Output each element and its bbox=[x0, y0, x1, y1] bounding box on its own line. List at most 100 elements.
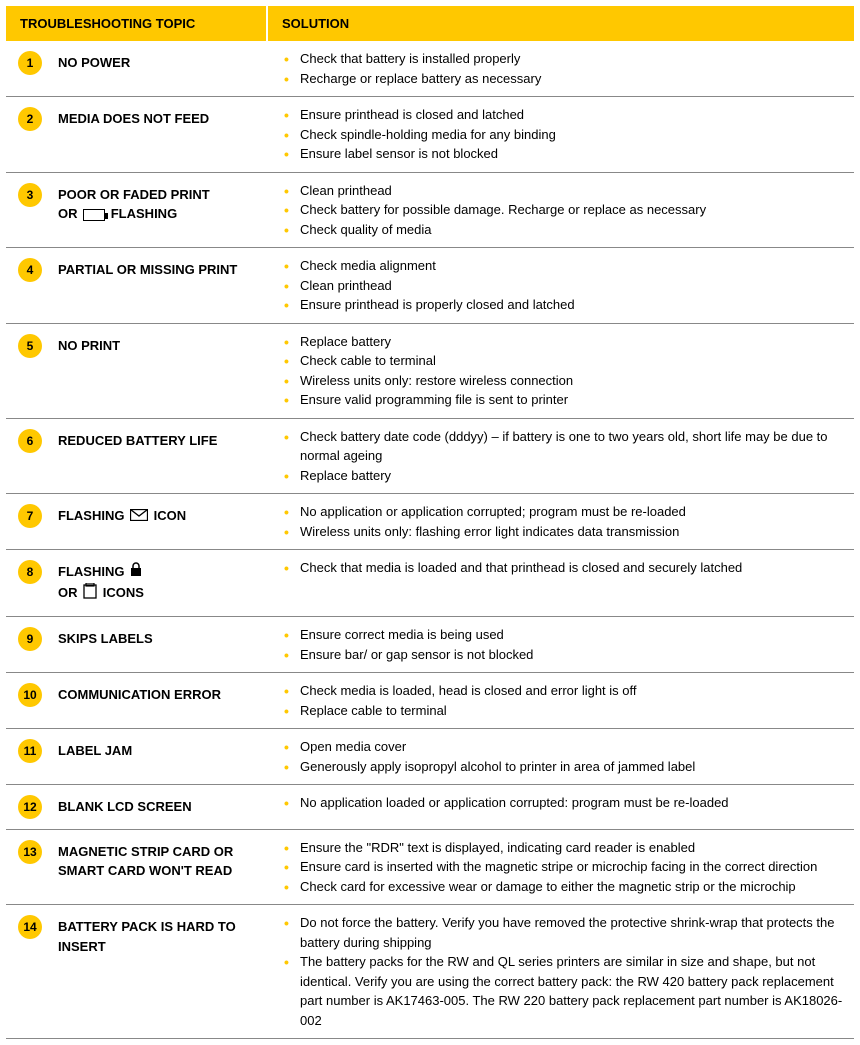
row-topic: FLASHING OR ICONS bbox=[54, 558, 268, 608]
solution-item: Do not force the battery. Verify you hav… bbox=[282, 913, 846, 952]
solution-item: Generously apply isopropyl alcohol to pr… bbox=[282, 757, 846, 777]
table-row: 14BATTERY PACK IS HARD TO INSERTDo not f… bbox=[6, 905, 854, 1039]
solution-item: No application loaded or application cor… bbox=[282, 793, 846, 813]
solution-item: Recharge or replace battery as necessary bbox=[282, 69, 846, 89]
solution-item: Clean printhead bbox=[282, 276, 846, 296]
row-topic: MEDIA DOES NOT FEED bbox=[54, 105, 268, 133]
row-number-cell: 10 bbox=[6, 681, 54, 707]
table-row: 13 MAGNETIC STRIP CARD OR SMART CARD WON'… bbox=[6, 830, 854, 906]
solution-item: Check media is loaded, head is closed an… bbox=[282, 681, 846, 701]
media-icon bbox=[83, 583, 97, 605]
table-row: 6 REDUCED BATTERY LIFE Check battery date … bbox=[6, 419, 854, 495]
row-number-cell: 8 bbox=[6, 558, 54, 584]
row-topic: BLANK LCD SCREEN bbox=[54, 793, 268, 821]
topic-text: LABEL JAM bbox=[58, 743, 132, 758]
row-number-badge: 6 bbox=[18, 429, 42, 453]
topic-text: NO PRINT bbox=[58, 338, 120, 353]
topic-text: NO POWER bbox=[58, 55, 130, 70]
solution-item: Replace battery bbox=[282, 466, 846, 486]
solution-item: Ensure valid programming file is sent to… bbox=[282, 390, 846, 410]
row-solutions: No application or application corrupted;… bbox=[268, 502, 854, 541]
row-number-cell: 7 bbox=[6, 502, 54, 528]
solution-item: Check quality of media bbox=[282, 220, 846, 240]
row-number-cell: 12 bbox=[6, 793, 54, 819]
row-number-cell: 13 bbox=[6, 838, 54, 864]
row-solutions: Check battery date code (dddyy) – if bat… bbox=[268, 427, 854, 486]
solution-item: Check battery for possible damage. Recha… bbox=[282, 200, 846, 220]
row-number-badge: 2 bbox=[18, 107, 42, 131]
table-row: 11LABEL JAMOpen media coverGenerously ap… bbox=[6, 729, 854, 785]
solution-item: Ensure printhead is closed and latched bbox=[282, 105, 846, 125]
solution-item: Check media alignment bbox=[282, 256, 846, 276]
row-solutions: Do not force the battery. Verify you hav… bbox=[268, 913, 854, 1030]
row-number-badge: 13 bbox=[18, 840, 42, 864]
row-topic: POOR OR FADED PRINTOR FLASHING bbox=[54, 181, 268, 228]
battery-icon bbox=[83, 209, 105, 221]
row-topic: COMMUNICATION ERROR bbox=[54, 681, 268, 709]
row-solutions: Check that battery is installed properly… bbox=[268, 49, 854, 88]
row-topic: NO POWER bbox=[54, 49, 268, 77]
solution-item: Open media cover bbox=[282, 737, 846, 757]
row-solutions: Ensure the "RDR" text is displayed, indi… bbox=[268, 838, 854, 897]
topic-text: COMMUNICATION ERROR bbox=[58, 687, 221, 702]
table-row: 4 PARTIAL OR MISSING PRINT Check media ali… bbox=[6, 248, 854, 324]
table-row: 12 BLANK LCD SCREEN No application loaded … bbox=[6, 785, 854, 830]
row-number-cell: 14 bbox=[6, 913, 54, 939]
row-number-badge: 1 bbox=[18, 51, 42, 75]
row-number-badge: 3 bbox=[18, 183, 42, 207]
row-topic: MAGNETIC STRIP CARD OR SMART CARD WON'T … bbox=[54, 838, 268, 885]
table-row: 9 SKIPS LABELS Ensure correct media is bei… bbox=[6, 617, 854, 673]
troubleshooting-table: TROUBLESHOOTING TOPIC SOLUTION 1NO POWER… bbox=[6, 6, 854, 1039]
solution-item: Ensure label sensor is not blocked bbox=[282, 144, 846, 164]
topic-text: MAGNETIC STRIP CARD OR SMART CARD WON'T … bbox=[58, 844, 233, 879]
row-solutions: Clean printheadCheck battery for possibl… bbox=[268, 181, 854, 240]
header-solution: SOLUTION bbox=[268, 6, 854, 41]
table-row: 1 NO POWER Check that battery is installed… bbox=[6, 41, 854, 97]
solution-item: Ensure printhead is properly closed and … bbox=[282, 295, 846, 315]
solution-item: Check that media is loaded and that prin… bbox=[282, 558, 846, 578]
row-topic: FLASHING ICON bbox=[54, 502, 268, 530]
table-row: 7FLASHING ICONNo application or applicat… bbox=[6, 494, 854, 550]
row-number-badge: 8 bbox=[18, 560, 42, 584]
row-solutions: Open media coverGenerously apply isoprop… bbox=[268, 737, 854, 776]
topic-text: PARTIAL OR MISSING PRINT bbox=[58, 262, 237, 277]
topic-text: ICONS bbox=[99, 585, 144, 600]
topic-text: OR bbox=[58, 585, 81, 600]
row-number-cell: 3 bbox=[6, 181, 54, 207]
table-row: 10 COMMUNICATION ERROR Check media is load… bbox=[6, 673, 854, 729]
solution-item: Check cable to terminal bbox=[282, 351, 846, 371]
table-row: 2 MEDIA DOES NOT FEED Ensure printhead is … bbox=[6, 97, 854, 173]
solution-item: Wireless units only: flashing error ligh… bbox=[282, 522, 846, 542]
topic-text: REDUCED BATTERY LIFE bbox=[58, 433, 217, 448]
row-number-badge: 9 bbox=[18, 627, 42, 651]
row-solutions: No application loaded or application cor… bbox=[268, 793, 854, 813]
row-number-cell: 5 bbox=[6, 332, 54, 358]
row-number-cell: 4 bbox=[6, 256, 54, 282]
row-number-badge: 4 bbox=[18, 258, 42, 282]
solution-item: Check card for excessive wear or damage … bbox=[282, 877, 846, 897]
topic-text: FLASHING bbox=[58, 508, 128, 523]
solution-item: Ensure card is inserted with the magneti… bbox=[282, 857, 846, 877]
solution-item: Ensure the "RDR" text is displayed, indi… bbox=[282, 838, 846, 858]
topic-text: BLANK LCD SCREEN bbox=[58, 799, 192, 814]
table-row: 3POOR OR FADED PRINTOR FLASHINGClean pri… bbox=[6, 173, 854, 249]
topic-text: SKIPS LABELS bbox=[58, 631, 153, 646]
topic-text: FLASHING bbox=[107, 206, 177, 221]
row-solutions: Replace batteryCheck cable to terminalWi… bbox=[268, 332, 854, 410]
solution-item: Clean printhead bbox=[282, 181, 846, 201]
row-number-badge: 10 bbox=[18, 683, 42, 707]
topic-text: MEDIA DOES NOT FEED bbox=[58, 111, 209, 126]
row-solutions: Check that media is loaded and that prin… bbox=[268, 558, 854, 578]
row-number-badge: 12 bbox=[18, 795, 42, 819]
solution-item: Replace cable to terminal bbox=[282, 701, 846, 721]
row-topic: SKIPS LABELS bbox=[54, 625, 268, 653]
row-number-cell: 2 bbox=[6, 105, 54, 131]
row-number-cell: 9 bbox=[6, 625, 54, 651]
row-number-cell: 1 bbox=[6, 49, 54, 75]
row-topic: LABEL JAM bbox=[54, 737, 268, 765]
row-solutions: Ensure correct media is being usedEnsure… bbox=[268, 625, 854, 664]
table-row: 5 NO PRINT Replace batteryCheck cable to t… bbox=[6, 324, 854, 419]
row-topic: PARTIAL OR MISSING PRINT bbox=[54, 256, 268, 284]
topic-text: FLASHING bbox=[58, 564, 128, 579]
solution-item: Ensure bar/ or gap sensor is not blocked bbox=[282, 645, 846, 665]
